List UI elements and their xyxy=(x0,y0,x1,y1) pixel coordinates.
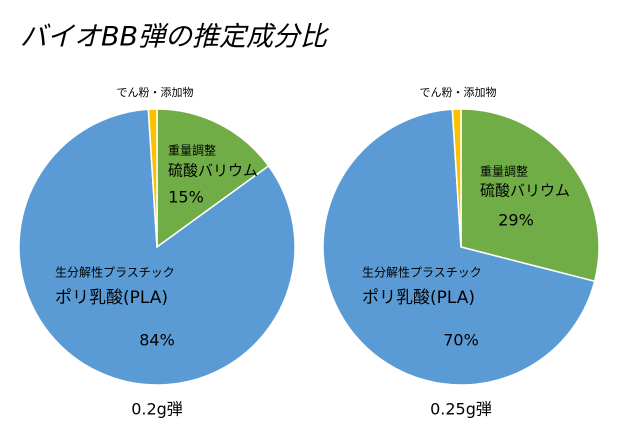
value-label: 29% xyxy=(498,211,534,230)
pie-slice xyxy=(156,108,270,249)
pie-slice xyxy=(322,108,596,386)
chart-title: バイオBB弾の推定成分比 xyxy=(20,22,330,53)
value-label: 15% xyxy=(168,188,204,207)
value-label: 70% xyxy=(443,331,479,350)
slice-label: 重量調整 xyxy=(168,143,216,158)
slice-label: ポリ乳酸(PLA) xyxy=(362,288,475,308)
slice-label: ポリ乳酸(PLA) xyxy=(55,288,168,308)
slice-label: 硫酸バリウム xyxy=(168,162,258,180)
slice-label: でん粉・添加物 xyxy=(117,85,194,99)
value-label: 84% xyxy=(139,331,175,350)
slice-label: 生分解性プラスチック xyxy=(55,266,175,280)
slice-label: 重量調整 xyxy=(480,164,528,179)
slice-label: 生分解性プラスチック xyxy=(362,266,482,280)
x-axis-label: 0.25g弾 xyxy=(430,400,492,419)
pie-slice xyxy=(147,108,158,248)
pie-slice xyxy=(460,108,600,283)
x-axis-label: 0.2g弾 xyxy=(131,400,183,419)
slice-label: 硫酸バリウム xyxy=(480,182,570,200)
pie-slice xyxy=(451,108,462,248)
pie-slice xyxy=(18,108,296,386)
slice-label: でん粉・添加物 xyxy=(420,85,497,99)
